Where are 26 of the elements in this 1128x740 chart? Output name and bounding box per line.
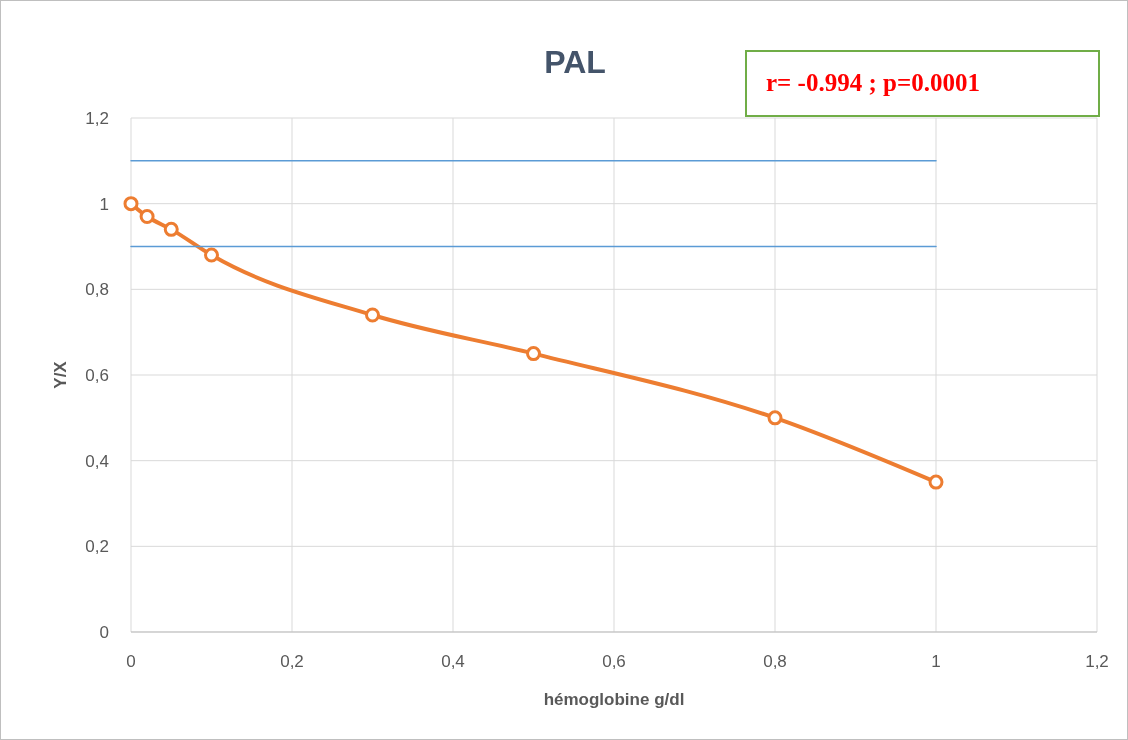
y-tick-label: 0,4 [85,451,109,471]
y-tick-label: 1,2 [85,109,109,128]
x-tick-label: 0 [126,652,136,671]
point [526,346,541,362]
point [365,307,380,323]
y-tick-label: 0,6 [85,366,109,385]
y-tick-label: 0,2 [85,537,109,557]
x-tick-label: 1,2 [1085,652,1109,671]
point [123,196,139,212]
x-tick-label: 0,6 [602,652,626,671]
y-tick-label: 1 [99,194,109,214]
point [767,410,783,426]
y-tick-label: 0 [99,623,109,642]
x-tick-label: 0,8 [763,652,787,671]
x-tick-label: 1 [931,652,941,671]
point [928,474,944,490]
y-axis-title: Y/X [51,360,70,389]
point [139,209,155,225]
point [163,221,179,237]
y-tick-label: 0,8 [85,280,109,300]
x-axis-title: hémoglobine g/dl [543,690,685,709]
x-tick-label: 0,4 [441,652,465,671]
x-tick-label: 0,2 [280,652,304,671]
point [204,247,219,263]
text: r= -0.994 ; p=0.0001 [766,69,980,96]
chart-title: PAL [544,44,606,80]
